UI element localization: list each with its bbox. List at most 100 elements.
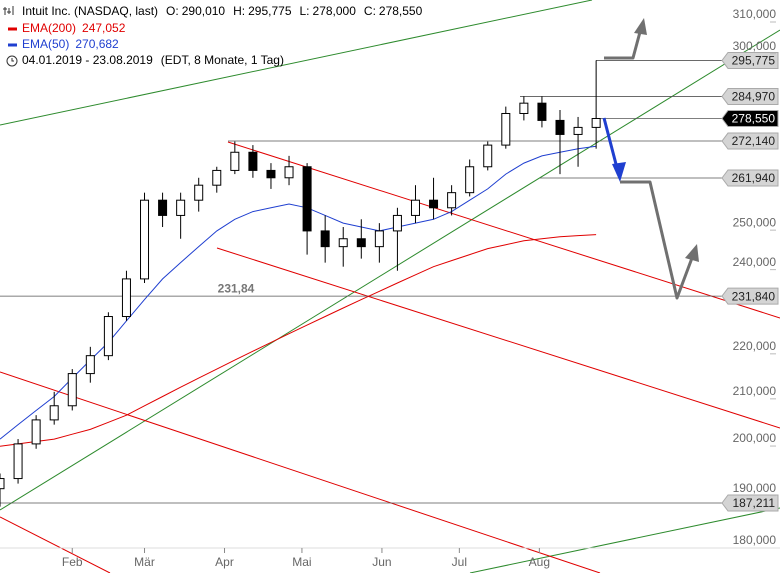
candle-body — [483, 144, 493, 168]
candle-body — [194, 184, 204, 201]
y-tick-label: 300,000 — [733, 39, 777, 53]
levels: 295,775 284,970 278,550 272,140 261,940 231,8… — [0, 51, 779, 512]
candle-body — [0, 478, 5, 490]
quote-key: H: — [233, 4, 245, 18]
candles — [0, 60, 601, 507]
x-tick-label: Aug — [529, 555, 550, 569]
level-box — [721, 287, 779, 305]
chart-icon — [3, 6, 14, 15]
candle-body — [573, 126, 583, 135]
candle-body — [410, 199, 420, 216]
level-box — [721, 494, 779, 512]
trendline — [469, 507, 780, 573]
level-box — [721, 87, 779, 105]
candle-body — [302, 166, 312, 232]
level-box — [721, 169, 779, 187]
candle-body — [356, 238, 366, 248]
candle-body — [537, 102, 547, 121]
candle-body — [374, 230, 384, 248]
candle-body — [338, 238, 348, 248]
candle-body — [31, 419, 41, 445]
candle-body — [230, 151, 240, 171]
candle-body — [284, 166, 294, 179]
y-tick-label: 250,000 — [733, 215, 777, 229]
annotation: 231,84 — [218, 281, 255, 295]
clock-icon — [6, 55, 18, 67]
candle-body — [501, 112, 511, 146]
ema-lines — [0, 145, 597, 447]
ema-line — [0, 145, 597, 440]
arrow — [620, 180, 694, 300]
level-label: 295,775 — [732, 54, 776, 68]
y-tick-label: 240,000 — [733, 255, 777, 269]
y-tick-label: 220,000 — [733, 339, 777, 353]
x-tick-label: Mär — [134, 555, 155, 569]
legend-entry: EMA(50) 270,682 — [22, 37, 119, 51]
trendline — [0, 371, 601, 573]
level-label: 272,140 — [732, 134, 776, 148]
y-tick-label: 190,000 — [733, 481, 777, 495]
candle-body — [49, 405, 59, 421]
chart-title: Intuit Inc. (NASDAQ, last) O: 290,010 H: 295… — [22, 4, 423, 18]
candle-body — [67, 373, 77, 407]
legend-entry: EMA(200) 247,052 — [22, 21, 126, 35]
x-tick-label: Jun — [372, 555, 391, 569]
candle-body — [140, 199, 150, 280]
candle-body — [447, 192, 457, 209]
quote-key: O: — [166, 4, 179, 18]
level-label: 284,970 — [732, 90, 776, 104]
x-tick-label: Jul — [452, 555, 467, 569]
candle-body — [121, 278, 131, 318]
candle-body — [13, 443, 23, 480]
trendline — [227, 141, 780, 319]
quote-key: C: — [364, 4, 376, 18]
arrow-head — [685, 244, 699, 262]
trendline — [0, 516, 111, 573]
candle-body — [555, 119, 565, 135]
candle-body — [519, 102, 529, 114]
y-tick-label: 310,000 — [733, 7, 777, 21]
x-tick-label: Feb — [62, 555, 83, 569]
candle-body — [320, 230, 330, 248]
quote-value: 278,550 — [379, 4, 423, 18]
x-tick-label: Apr — [215, 555, 234, 569]
level-box — [721, 51, 779, 69]
candle-body — [465, 166, 475, 194]
candle-body — [103, 316, 113, 357]
candle-body — [248, 151, 258, 171]
arrow-head — [612, 162, 626, 182]
level-label: 278,550 — [732, 112, 776, 126]
level-box — [721, 110, 779, 128]
clock-hand — [11, 58, 14, 62]
arrow-head — [634, 18, 647, 35]
candle-body — [158, 199, 168, 216]
candle-body — [176, 199, 186, 216]
trendline — [0, 29, 780, 511]
level-box — [721, 132, 779, 150]
date-range: 04.01.2019 - 23.08.2019 (EDT, 8 Monate, 1… — [22, 53, 284, 67]
candle-body — [266, 169, 276, 179]
y-tick-label: 210,000 — [733, 384, 777, 398]
level-label: 231,840 — [732, 289, 776, 303]
arrow — [602, 117, 619, 169]
y-tick-label: 180,000 — [733, 533, 777, 547]
candle-body — [429, 199, 439, 209]
candle-body — [212, 169, 222, 186]
trendline — [0, 0, 593, 126]
candle-body — [591, 118, 601, 128]
candle-body — [392, 214, 402, 232]
arrow — [604, 31, 642, 60]
quote-value: 295,775 — [248, 4, 292, 18]
level-label: 261,940 — [732, 171, 776, 185]
ema-line — [0, 234, 597, 447]
x-tick-label: Mai — [292, 555, 311, 569]
y-tick-label: 200,000 — [733, 431, 777, 445]
quote-key: L: — [300, 4, 310, 18]
candle-body — [85, 355, 95, 375]
trendline — [216, 247, 780, 429]
quote-value: 278,000 — [313, 4, 357, 18]
header: Intuit Inc. (NASDAQ, last) O: 290,010 H: 295… — [3, 4, 423, 67]
level-label: 187,211 — [733, 496, 776, 510]
quote-value: 290,010 — [182, 4, 226, 18]
